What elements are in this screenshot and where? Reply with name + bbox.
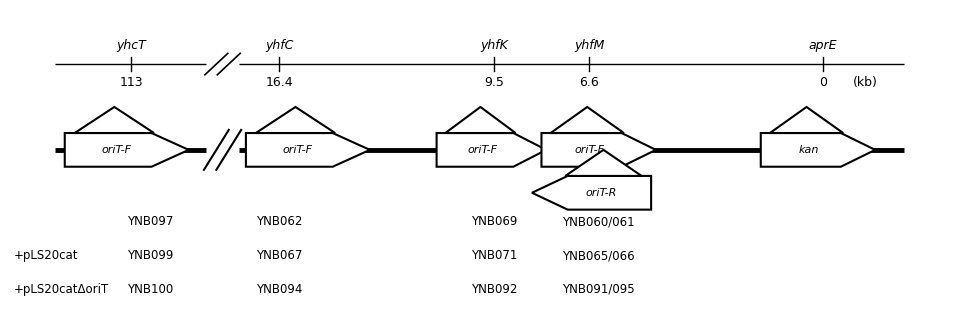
- Text: oriT-F: oriT-F: [102, 145, 131, 155]
- Polygon shape: [542, 133, 656, 167]
- Text: YNB100: YNB100: [128, 283, 174, 296]
- Text: +pLS20cat: +pLS20cat: [14, 249, 79, 262]
- Text: YNB071: YNB071: [471, 249, 517, 262]
- Text: 6.6: 6.6: [579, 76, 599, 89]
- Polygon shape: [445, 107, 516, 133]
- Text: oriT-R: oriT-R: [585, 188, 617, 198]
- Text: yhcT: yhcT: [117, 39, 147, 52]
- Text: YNB065/066: YNB065/066: [562, 249, 635, 262]
- Text: kan: kan: [799, 145, 819, 155]
- Text: YNB099: YNB099: [128, 249, 174, 262]
- Polygon shape: [550, 107, 624, 133]
- Text: YNB069: YNB069: [471, 215, 517, 228]
- Polygon shape: [436, 133, 547, 167]
- Text: aprE: aprE: [808, 39, 837, 52]
- Text: 113: 113: [120, 76, 143, 89]
- Polygon shape: [760, 133, 876, 167]
- Text: oriT-F: oriT-F: [574, 145, 604, 155]
- Text: YNB060/061: YNB060/061: [562, 215, 635, 228]
- Text: yhfK: yhfK: [480, 39, 507, 52]
- Text: YNB062: YNB062: [256, 215, 302, 228]
- Text: oriT-F: oriT-F: [283, 145, 313, 155]
- Polygon shape: [75, 107, 154, 133]
- Text: 9.5: 9.5: [484, 76, 503, 89]
- Text: YNB094: YNB094: [256, 283, 302, 296]
- Text: yhfM: yhfM: [573, 39, 604, 52]
- Text: YNB097: YNB097: [128, 215, 174, 228]
- Polygon shape: [65, 133, 189, 167]
- Polygon shape: [770, 107, 843, 133]
- Polygon shape: [565, 150, 642, 176]
- Text: +pLS20catΔoriT: +pLS20catΔoriT: [14, 283, 109, 296]
- Text: oriT-F: oriT-F: [468, 145, 498, 155]
- Text: YNB067: YNB067: [256, 249, 302, 262]
- Text: 0: 0: [819, 76, 827, 89]
- Polygon shape: [532, 176, 651, 210]
- Polygon shape: [246, 133, 370, 167]
- Polygon shape: [256, 107, 335, 133]
- Text: YNB092: YNB092: [471, 283, 517, 296]
- Text: yhfC: yhfC: [265, 39, 293, 52]
- Text: (kb): (kb): [854, 76, 878, 89]
- Text: YNB091/095: YNB091/095: [562, 283, 635, 296]
- Text: 16.4: 16.4: [266, 76, 293, 89]
